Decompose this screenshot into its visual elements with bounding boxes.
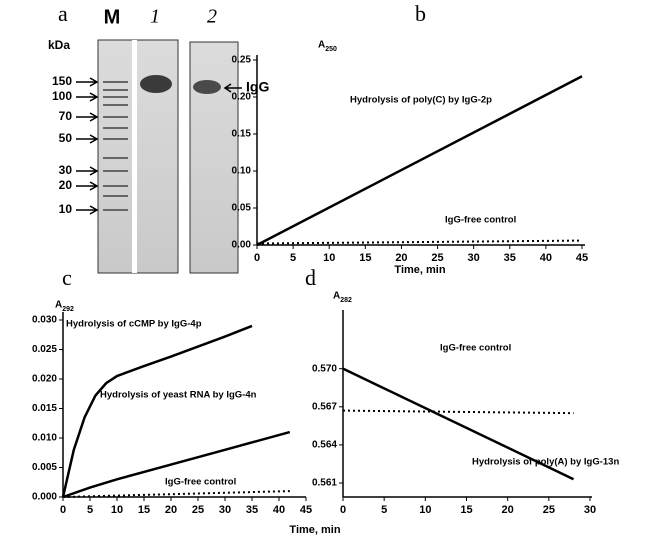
unit-label: kDa	[48, 38, 70, 52]
panel-label: c	[62, 265, 72, 290]
x-tick-label: 25	[192, 504, 204, 516]
ladder	[103, 81, 128, 211]
y-tick-label: 0.05	[232, 203, 252, 214]
lane-label: M	[104, 6, 121, 28]
gel-gap	[132, 40, 137, 273]
x-axis-label: Time, min	[394, 264, 445, 276]
y-tick-label: 0.010	[32, 433, 57, 444]
x-tick-label: 25	[431, 252, 443, 264]
x-tick-label: 20	[165, 504, 177, 516]
y-axis-label-sub: 292	[62, 306, 74, 313]
gel-strip	[97, 39, 179, 274]
marker-label: 30	[59, 163, 73, 177]
y-tick-label: 0.025	[32, 344, 57, 355]
gel-image	[97, 39, 242, 274]
marker-label: 70	[59, 109, 73, 123]
gel-band	[193, 80, 221, 94]
marker-arrow	[76, 166, 99, 176]
x-tick-label: 45	[576, 252, 588, 264]
x-tick-label: 20	[395, 252, 407, 264]
series-line	[256, 75, 583, 247]
panel-label: b	[415, 1, 426, 26]
marker-label: 50	[59, 131, 73, 145]
y-axis-label: A292	[55, 300, 74, 313]
marker-label: 150	[52, 74, 72, 88]
series-line	[256, 239, 583, 245]
lane-label: 1	[150, 6, 160, 28]
y-tick-label: 0.005	[32, 462, 57, 473]
marker-arrow	[76, 181, 99, 191]
gel-strip	[189, 41, 239, 274]
marker-label: 100	[52, 89, 72, 103]
y-tick-label: 0.020	[32, 374, 57, 385]
marker-arrow	[76, 205, 99, 215]
marker-arrow	[76, 92, 99, 102]
marker-arrow	[76, 134, 99, 144]
y-tick-label: 0.030	[32, 315, 57, 326]
x-tick-label: 45	[300, 504, 312, 516]
y-tick-label: 0.10	[232, 166, 252, 177]
y-tick-label: 0.20	[232, 92, 252, 103]
series-line	[61, 324, 253, 498]
panel-label: d	[305, 265, 316, 290]
lane-label: 2	[207, 6, 217, 28]
y-tick-label: 0.570	[312, 363, 337, 374]
x-tick-label: 30	[584, 504, 596, 516]
x-tick-label: 35	[246, 504, 258, 516]
y-tick-label: 0.000	[32, 492, 57, 503]
x-tick-label: 5	[381, 504, 387, 516]
series-label: IgG-free control	[440, 343, 511, 354]
series-label: Hydrolysis of poly(A) by IgG-13n	[472, 457, 619, 468]
y-axis-label: A250	[318, 40, 337, 53]
y-axis-label-sub: 250	[325, 46, 337, 53]
series-line	[62, 430, 291, 499]
x-tick-label: 15	[460, 504, 472, 516]
series-label: Hydrolysis of yeast RNA by IgG-4n	[100, 390, 257, 401]
x-tick-label: 30	[219, 504, 231, 516]
x-tick-label: 20	[502, 504, 514, 516]
y-tick-label: 0.00	[232, 240, 252, 251]
x-tick-label: 35	[504, 252, 516, 264]
x-tick-label: 5	[290, 252, 296, 264]
y-tick-label: 0.25	[232, 55, 252, 66]
y-tick-label: 0.567	[312, 401, 337, 412]
x-tick-label: 5	[87, 504, 93, 516]
marker-label: 10	[59, 202, 73, 216]
series-label: IgG-free control	[165, 477, 236, 488]
x-tick-label: 30	[468, 252, 480, 264]
x-tick-label: 15	[138, 504, 150, 516]
x-tick-label: 40	[273, 504, 285, 516]
series-line	[342, 409, 574, 415]
x-tick-label: 10	[419, 504, 431, 516]
x-tick-label: 40	[540, 252, 552, 264]
x-tick-label: 15	[359, 252, 371, 264]
y-axis-label-sub: 282	[340, 297, 352, 304]
x-tick-label: 10	[323, 252, 335, 264]
y-tick-label: 0.15	[232, 129, 252, 140]
x-tick-label: 0	[254, 252, 260, 264]
gel-band	[140, 75, 172, 93]
panel-label: a	[58, 1, 68, 26]
y-tick-label: 0.564	[312, 440, 337, 451]
igg-arrow	[223, 83, 242, 93]
y-axis-label: A282	[333, 291, 352, 304]
x-tick-label: 10	[111, 504, 123, 516]
series-label: Hydrolysis of poly(C) by IgG-2p	[350, 95, 492, 106]
x-tick-label: 25	[543, 504, 555, 516]
marker-arrow	[76, 112, 99, 122]
x-tick-label: 0	[340, 504, 346, 516]
series-line	[342, 367, 575, 481]
marker-label: 20	[59, 178, 73, 192]
series-label: Hydrolysis of cCMP by IgG-4p	[66, 319, 202, 330]
y-tick-label: 0.561	[312, 478, 337, 489]
series-line	[62, 490, 290, 498]
marker-arrow	[76, 77, 99, 87]
series-label: IgG-free control	[445, 215, 516, 226]
x-axis-label: Time, min	[289, 524, 340, 536]
x-tick-label: 0	[60, 504, 66, 516]
y-tick-label: 0.015	[32, 403, 57, 414]
